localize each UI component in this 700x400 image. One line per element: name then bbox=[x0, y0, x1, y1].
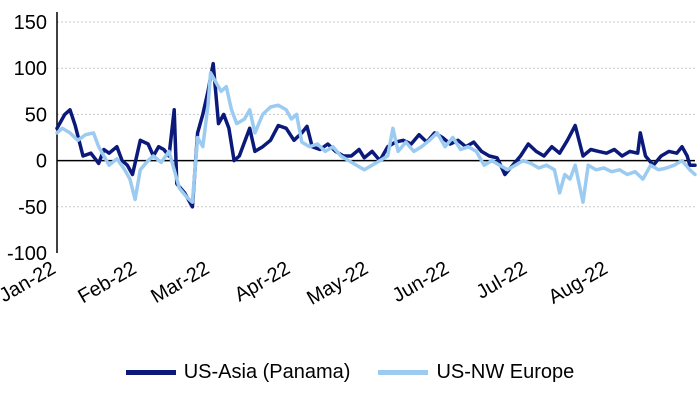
gridlines bbox=[57, 21, 695, 208]
x-tick-label-4: May-22 bbox=[303, 257, 372, 309]
series-line-0 bbox=[55, 61, 697, 209]
y-tick-label-1: -50 bbox=[18, 197, 47, 219]
legend-swatch-us-asia bbox=[125, 369, 176, 375]
axes bbox=[56, 12, 695, 253]
y-tick-label-2: 0 bbox=[36, 151, 47, 173]
y-tick-label-4: 100 bbox=[14, 58, 47, 80]
legend-label-us-asia: US-Asia (Panama) bbox=[183, 360, 351, 383]
series-lines bbox=[55, 61, 697, 209]
legend-swatch-us-nw-europe bbox=[378, 369, 429, 375]
legend-item-us-asia: US-Asia (Panama) bbox=[125, 360, 351, 384]
x-tick-label-5: Jun-22 bbox=[389, 257, 453, 307]
legend: US-Asia (Panama) US-NW Europe bbox=[0, 352, 700, 392]
y-tick-labels: -100 -50 0 50 100 150 bbox=[7, 12, 47, 265]
x-tick-labels: Jan-22 Feb-22 Mar-22 Apr-22 May-22 Jun-22 Jul-… bbox=[0, 257, 612, 309]
series-line-1 bbox=[55, 71, 697, 204]
x-tick-label-7: Aug-22 bbox=[545, 257, 612, 308]
x-tick-label-1: Feb-22 bbox=[74, 257, 140, 308]
y-tick-label-3: 50 bbox=[25, 104, 47, 126]
legend-label-us-nw-europe: US-NW Europe bbox=[436, 360, 575, 383]
x-tick-label-6: Jul-22 bbox=[473, 257, 531, 303]
y-tick-label-0: -100 bbox=[7, 243, 47, 265]
x-tick-label-3: Apr-22 bbox=[231, 257, 294, 306]
y-tick-label-5: 150 bbox=[14, 12, 47, 34]
x-tick-label-2: Mar-22 bbox=[147, 257, 213, 308]
legend-item-us-nw-europe: US-NW Europe bbox=[378, 361, 574, 384]
